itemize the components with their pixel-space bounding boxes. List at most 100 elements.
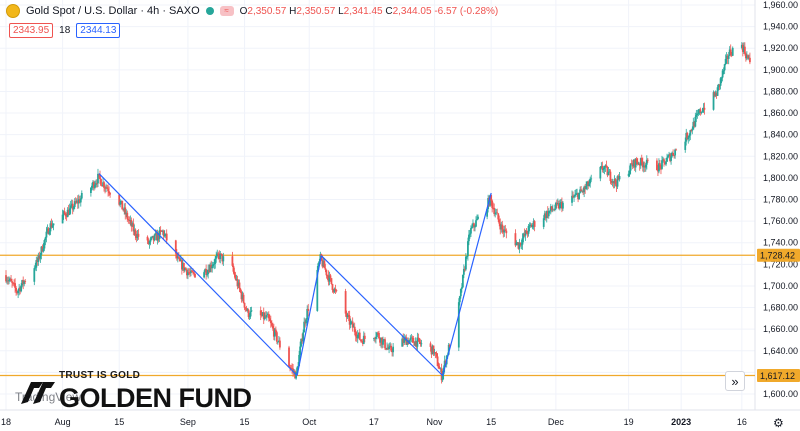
- candle-body: [638, 163, 641, 166]
- candle-body: [665, 161, 667, 165]
- candle-body: [639, 158, 642, 166]
- candle-body: [266, 313, 269, 316]
- price-tick-label: 1,880.00: [763, 86, 798, 96]
- candle-body: [441, 374, 444, 381]
- candle-body: [331, 284, 334, 290]
- gear-icon[interactable]: ⚙: [773, 416, 784, 430]
- candle-body: [601, 165, 604, 170]
- candlesticks: [5, 42, 751, 384]
- candle-body: [728, 49, 731, 56]
- candle-body: [419, 342, 422, 345]
- candle-body: [659, 163, 661, 166]
- candle-body: [15, 287, 18, 292]
- price-tick-label: 1,680.00: [763, 303, 798, 313]
- candle-body: [329, 275, 332, 279]
- candle-body: [190, 270, 192, 273]
- candle-body: [447, 344, 450, 355]
- candle-body: [493, 207, 496, 215]
- candle-body: [520, 244, 523, 246]
- candle-body: [163, 234, 166, 237]
- candle-body: [20, 285, 23, 292]
- candle-body: [546, 211, 549, 217]
- candle-body: [492, 207, 495, 209]
- ohlc-key: H: [289, 5, 297, 17]
- candle-body: [101, 185, 103, 187]
- candle-body: [210, 264, 213, 269]
- candle-body: [461, 274, 464, 288]
- candle-body: [125, 212, 128, 215]
- candle-body: [460, 287, 463, 290]
- ohlc-value: 2,350.57: [296, 5, 336, 17]
- candle-body: [95, 183, 97, 185]
- candle-body: [572, 195, 574, 198]
- candle-body: [379, 338, 381, 343]
- candle-body: [353, 326, 356, 333]
- time-axis[interactable]: 18 Aug 15 Sep 15 Oct 17 Nov 15 Dec 19 2023 16: [1, 417, 747, 427]
- candle-body: [175, 253, 178, 259]
- scroll-to-realtime-button[interactable]: »: [725, 371, 745, 391]
- candle-body: [126, 212, 129, 220]
- candle-body: [179, 259, 182, 262]
- candle-body: [381, 337, 383, 345]
- candle-body: [692, 121, 695, 130]
- sell-price-box[interactable]: 2343.95: [9, 23, 54, 38]
- candle-body: [603, 167, 606, 170]
- candle-body: [552, 209, 555, 211]
- candle-body: [319, 254, 322, 262]
- candle-body: [695, 115, 698, 117]
- candle-body: [602, 169, 605, 171]
- candle-body: [668, 154, 670, 156]
- candle-body: [44, 237, 47, 241]
- candle-body: [269, 321, 272, 324]
- candle-body: [157, 232, 160, 239]
- candle-body: [273, 329, 276, 337]
- candle-body: [100, 179, 102, 186]
- candle-body: [746, 55, 749, 58]
- candle-body: [357, 332, 360, 335]
- candle-body: [518, 242, 521, 249]
- candle-body: [161, 230, 164, 232]
- candle-body: [585, 185, 588, 189]
- candle-body: [92, 182, 94, 186]
- candle-body: [502, 229, 505, 233]
- candle-body: [630, 163, 633, 165]
- buy-price-box[interactable]: 2344.13: [76, 23, 121, 38]
- price-axis[interactable]: 1,600.001,620.001,640.001,660.001,680.00…: [757, 0, 800, 399]
- candle-body: [457, 302, 460, 348]
- watermark-brand: GOLDEN FUND: [59, 383, 252, 413]
- candle-body: [389, 345, 391, 347]
- candle-body: [240, 291, 243, 300]
- candle-body: [610, 181, 613, 183]
- candle-body: [300, 338, 303, 347]
- candle-body: [475, 220, 477, 227]
- candle-body: [472, 223, 474, 227]
- candle-body: [209, 264, 212, 273]
- candle-body: [723, 64, 726, 71]
- candle-body: [214, 258, 217, 264]
- trend-pattern-line: [296, 255, 322, 376]
- candle-body: [289, 367, 291, 368]
- candle-body: [499, 223, 502, 230]
- candle-body: [80, 193, 83, 199]
- candle-body: [302, 332, 305, 342]
- time-tick-label: 15: [486, 417, 496, 427]
- candle-body: [645, 159, 648, 165]
- candle-body: [690, 130, 693, 131]
- candle-body: [725, 55, 728, 59]
- symbol-title[interactable]: Gold Spot / U.S. Dollar · 4h · SAXO: [26, 5, 200, 17]
- candle-body: [35, 260, 38, 268]
- candle-body: [180, 259, 183, 270]
- level-price-tag: [757, 248, 800, 262]
- candle-body: [401, 338, 404, 347]
- candle-body: [17, 290, 20, 293]
- candle-body: [109, 193, 112, 195]
- price-tick-label: 1,900.00: [763, 65, 798, 75]
- candle-body: [515, 242, 518, 246]
- candle-body: [405, 337, 408, 345]
- candle-body: [437, 366, 440, 369]
- candle-body: [297, 366, 300, 368]
- data-status-icon[interactable]: ≈: [219, 6, 234, 16]
- candle-body: [293, 371, 295, 373]
- candle-body: [36, 260, 39, 263]
